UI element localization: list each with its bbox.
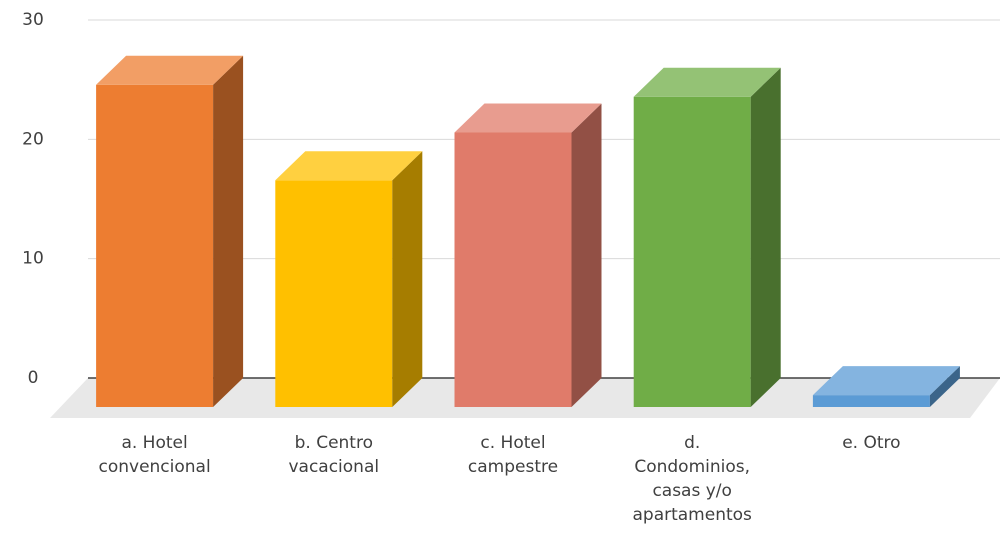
bar-front bbox=[812, 395, 930, 407]
bar-front bbox=[96, 84, 214, 408]
bar-front bbox=[454, 132, 572, 408]
x-tick-label: casas y/o bbox=[652, 481, 732, 501]
y-tick-label: 0 bbox=[28, 368, 39, 388]
bar-top bbox=[96, 55, 244, 85]
bar bbox=[454, 103, 602, 408]
x-tick-label: a. Hotel bbox=[121, 433, 187, 453]
bar bbox=[275, 151, 423, 407]
bar-top bbox=[633, 67, 781, 97]
y-tick-label: 30 bbox=[22, 10, 44, 30]
bar-front bbox=[633, 96, 751, 407]
x-tick-label: campestre bbox=[468, 457, 558, 477]
x-tick-label: vacacional bbox=[288, 457, 379, 477]
bar bbox=[812, 366, 960, 407]
x-tick-label: apartamentos bbox=[632, 505, 752, 525]
x-tick-label: e. Otro bbox=[842, 433, 900, 453]
x-tick-label: Condominios, bbox=[634, 457, 750, 477]
bar-top bbox=[454, 103, 602, 133]
x-tick-label: convencional bbox=[98, 457, 210, 477]
bar-front bbox=[275, 180, 393, 407]
bar-side bbox=[213, 55, 244, 408]
x-tick-label: d. bbox=[684, 433, 700, 453]
bar-top bbox=[275, 151, 423, 181]
x-tick-label: b. Centro bbox=[295, 433, 373, 453]
y-tick-label: 10 bbox=[22, 249, 44, 269]
bar bbox=[633, 67, 781, 407]
bar-top bbox=[812, 366, 960, 396]
bar bbox=[96, 55, 244, 408]
bar-side bbox=[392, 151, 423, 407]
bar-side bbox=[571, 103, 602, 408]
bar-side bbox=[750, 67, 781, 407]
y-tick-label: 20 bbox=[22, 129, 44, 149]
bar-side bbox=[929, 366, 960, 407]
x-tick-label: c. Hotel bbox=[480, 433, 545, 453]
